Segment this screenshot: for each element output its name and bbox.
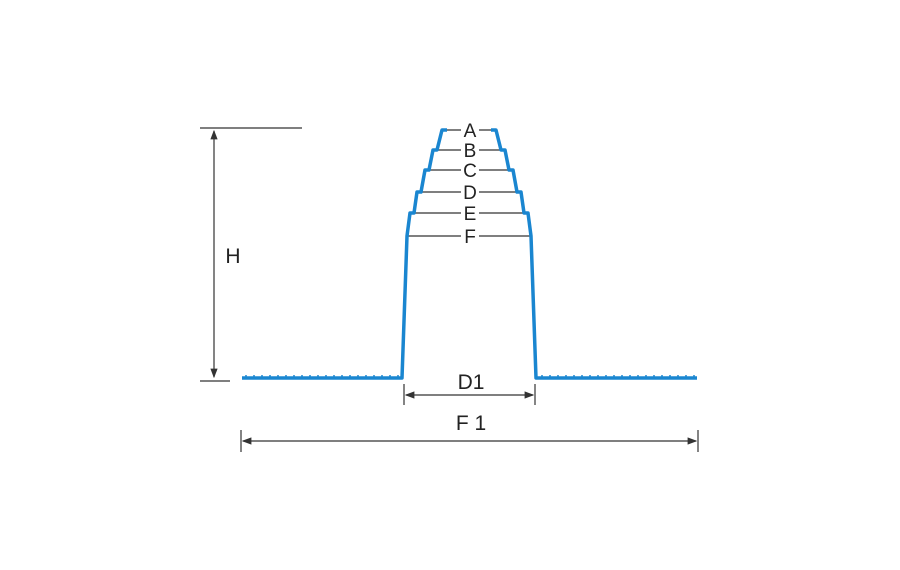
flange-width-label: F 1	[456, 412, 486, 435]
level-label-bg	[461, 228, 479, 244]
flange-ribs	[245, 375, 695, 377]
level-label-b: B	[464, 141, 477, 162]
level-label-a: A	[464, 121, 477, 142]
level-label-bg	[461, 142, 479, 158]
level-label-bg	[461, 205, 479, 221]
level-label-bg	[461, 162, 479, 178]
boot-profile-outline	[242, 128, 697, 380]
flange-width-dimension	[240, 430, 699, 452]
inner-width-label: D1	[458, 371, 485, 394]
level-label-c: C	[463, 161, 477, 182]
level-label-d: D	[463, 183, 477, 204]
height-dimension	[200, 127, 302, 382]
inner-width-dimension	[403, 384, 536, 405]
level-label-bg	[461, 122, 479, 138]
level-label-e: E	[464, 204, 477, 225]
height-label: H	[225, 245, 240, 268]
level-label-f: F	[464, 227, 476, 248]
level-label-bg	[461, 184, 479, 200]
